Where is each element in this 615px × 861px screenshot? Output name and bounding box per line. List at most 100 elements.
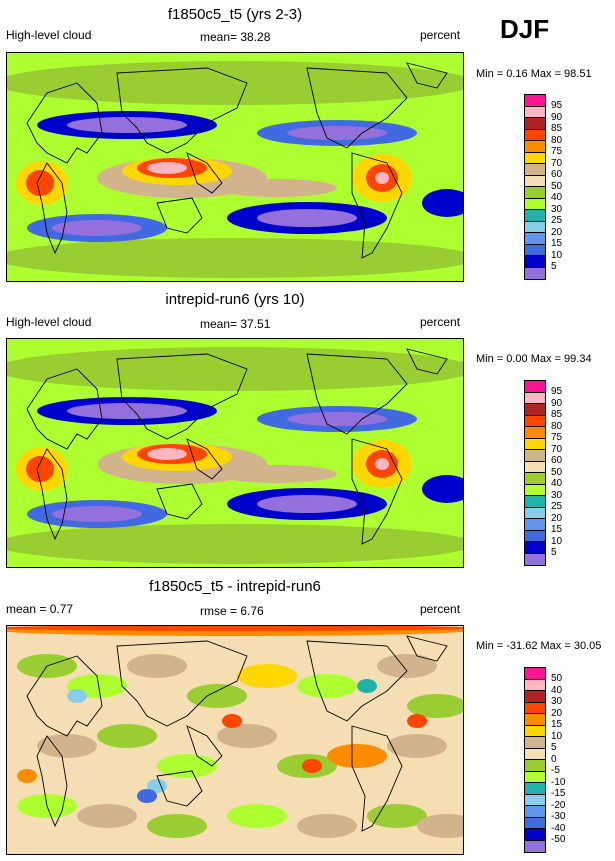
colorbar-tick-label: 80 xyxy=(551,134,563,146)
coastline xyxy=(116,67,248,154)
contour-region xyxy=(217,724,277,748)
panel-2-title: intrepid-run6 (yrs 10) xyxy=(165,291,305,308)
colorbar-tick-label: 40 xyxy=(551,478,563,489)
colorbar-tick-label: 10 xyxy=(551,249,563,261)
map-field xyxy=(7,626,463,854)
contour-region xyxy=(127,654,187,678)
panel-2-colorbar xyxy=(524,380,546,566)
contour-region xyxy=(375,458,389,470)
contour-region xyxy=(257,495,357,513)
colorbar-swatch xyxy=(525,221,545,233)
contour-region xyxy=(302,759,322,773)
contour-region xyxy=(217,179,337,197)
colorbar-tick-label: 85 xyxy=(551,409,563,420)
coastline xyxy=(156,770,203,807)
coastline xyxy=(306,353,408,435)
contour-region xyxy=(222,714,242,728)
colorbar-tick-label: 25 xyxy=(551,501,563,512)
colorbar-tick-label: 30 xyxy=(551,489,563,501)
colorbar-swatch xyxy=(525,95,545,107)
colorbar-swatch xyxy=(525,461,545,473)
coastline xyxy=(351,725,403,832)
colorbar-tick-label: 75 xyxy=(551,146,563,157)
colorbar-tick-label: 85 xyxy=(551,123,563,134)
colorbar-tick-label: 25 xyxy=(551,215,563,226)
colorbar-tick-label: -30 xyxy=(551,811,566,822)
contour-region xyxy=(7,61,463,105)
colorbar-swatch xyxy=(525,152,545,164)
coastline xyxy=(306,640,408,722)
colorbar-tick-label: 80 xyxy=(551,420,563,432)
colorbar-tick-label: 15 xyxy=(551,719,563,730)
contour-region xyxy=(257,209,357,227)
colorbar-swatch xyxy=(525,129,545,141)
colorbar-tick-label: 30 xyxy=(551,203,563,215)
colorbar-tick-label: 60 xyxy=(551,169,563,180)
colorbar-tick-label: 5 xyxy=(551,261,557,272)
contour-region xyxy=(77,804,137,828)
contour-region xyxy=(157,754,217,778)
colorbar-swatch xyxy=(525,210,545,222)
colorbar-tick-label: -20 xyxy=(551,799,566,811)
panel-1-mean: mean= 38.28 xyxy=(200,30,271,44)
colorbar-swatch xyxy=(525,256,545,268)
contour-region xyxy=(137,789,157,803)
colorbar-swatch xyxy=(525,267,545,279)
colorbar-swatch xyxy=(525,427,545,439)
contour-region xyxy=(422,475,463,503)
colorbar-swatch xyxy=(525,473,545,485)
colorbar-tick-label: 90 xyxy=(551,397,563,409)
contour-region xyxy=(26,170,54,196)
colorbar-swatch xyxy=(525,175,545,187)
coastline xyxy=(116,640,248,727)
coastline xyxy=(36,162,68,255)
colorbar-tick-label: 90 xyxy=(551,111,563,123)
panel-3-rmse: rmse = 6.76 xyxy=(200,604,264,618)
panel-3-colorbar xyxy=(524,667,546,853)
colorbar-swatch xyxy=(525,530,545,542)
contour-region xyxy=(37,734,97,758)
contour-region xyxy=(7,626,463,631)
contour-region xyxy=(327,744,387,768)
colorbar-tick-label: 75 xyxy=(551,432,563,443)
coastline xyxy=(186,438,223,480)
coastline xyxy=(26,82,103,164)
coastline xyxy=(26,368,103,450)
colorbar-swatch xyxy=(525,829,545,841)
panel-1-title: f1850c5_t5 (yrs 2-3) xyxy=(167,6,303,23)
contour-region xyxy=(387,734,447,758)
coastline xyxy=(306,67,408,149)
contour-region xyxy=(52,506,142,522)
colorbar-tick-label: 50 xyxy=(551,466,563,478)
contour-region xyxy=(17,769,37,783)
contour-region xyxy=(297,814,357,838)
contour-region xyxy=(7,238,463,278)
contour-region xyxy=(147,162,187,174)
coastline xyxy=(406,635,448,662)
panel-2-colorbar-labels: 95 90 85 80 75 70 60 50 40 30 25 20 15 10 5 xyxy=(551,380,563,558)
colorbar-tick-label: 50 xyxy=(551,180,563,192)
colorbar-swatch xyxy=(525,198,545,210)
contour-region xyxy=(407,714,427,728)
colorbar-tick-label: 40 xyxy=(551,192,563,203)
coastline xyxy=(351,438,403,545)
colorbar-swatch xyxy=(525,553,545,565)
colorbar-swatch xyxy=(525,484,545,496)
colorbar-swatch xyxy=(525,415,545,427)
colorbar-swatch xyxy=(525,714,545,726)
contour-region xyxy=(147,814,207,838)
coastline xyxy=(406,62,448,89)
colorbar-tick-label: -15 xyxy=(551,788,566,799)
panel-2-map xyxy=(6,338,464,568)
contour-region xyxy=(67,403,187,419)
contour-region xyxy=(297,674,357,698)
contour-region xyxy=(52,220,142,236)
colorbar-tick-label: 70 xyxy=(551,157,563,169)
panel-3-minmax: Min = -31.62 Max = 30.05 xyxy=(476,640,602,652)
panel-1-colorbar-labels: 95 90 85 80 75 70 60 50 40 30 25 20 15 10 5 xyxy=(551,94,563,272)
contour-region xyxy=(7,524,463,564)
contour-region xyxy=(7,347,463,391)
colorbar-swatch xyxy=(525,507,545,519)
colorbar-tick-label: 5 xyxy=(551,547,557,558)
panel-1-map xyxy=(6,52,464,282)
